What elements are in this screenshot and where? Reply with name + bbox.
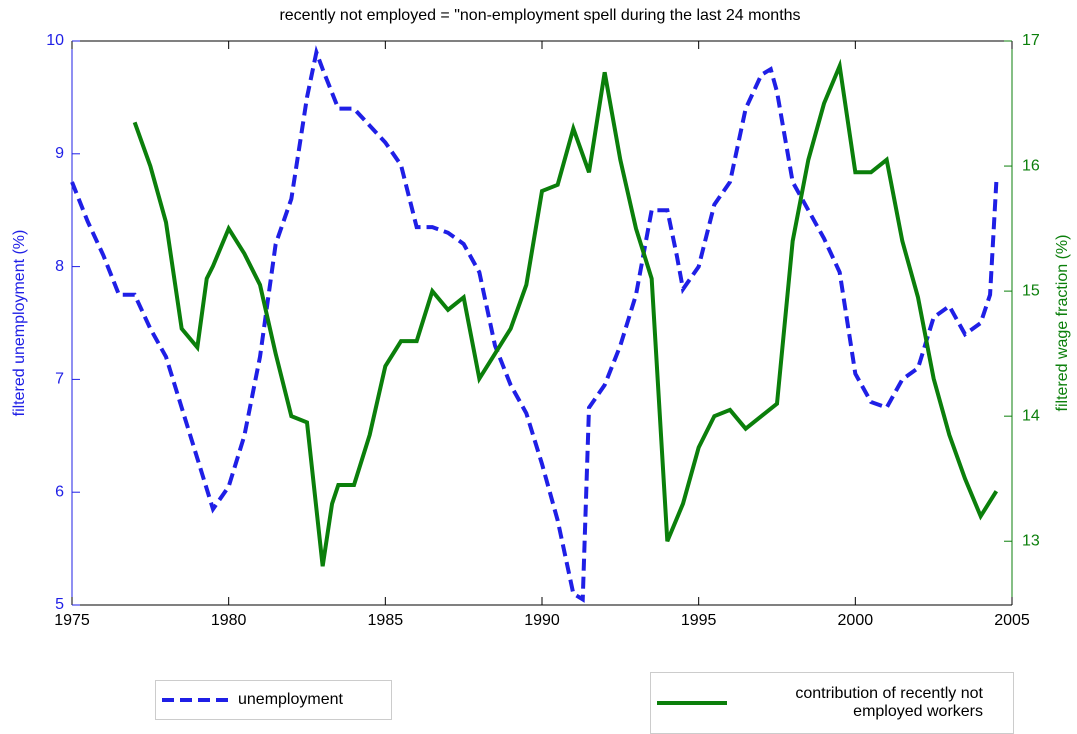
line-series [132, 58, 999, 567]
x-tick-label: 1975 [54, 612, 90, 629]
y-tick-label: 8 [55, 258, 64, 275]
legend-swatch [162, 698, 232, 702]
y2-tick-label: 17 [1022, 32, 1040, 49]
legend-label: unemployment [238, 691, 343, 708]
chart-title: recently not employed = "non-employment … [279, 7, 800, 24]
x-tick-label: 2000 [838, 612, 874, 629]
y-tick-label: 7 [55, 371, 64, 388]
y-tick-label: 5 [55, 596, 64, 613]
x-tick-label: 1995 [681, 612, 717, 629]
y-tick-label: 10 [46, 32, 64, 49]
x-tick-label: 1980 [211, 612, 247, 629]
legend-swatch [657, 701, 727, 705]
y2-tick-label: 14 [1022, 407, 1040, 424]
y2-tick-label: 15 [1022, 282, 1040, 299]
x-tick-label: 1990 [524, 612, 560, 629]
y2-tick-label: 13 [1022, 532, 1040, 549]
legend-label: contribution of recently not employed wo… [795, 685, 983, 720]
x-tick-label: 2005 [994, 612, 1030, 629]
legend-item: unemployment [155, 680, 392, 720]
y-tick-label: 6 [55, 483, 64, 500]
y2-tick-label: 16 [1022, 157, 1040, 174]
line-series [70, 45, 999, 603]
legend-item: contribution of recently not employed wo… [650, 672, 1014, 734]
y2-axis-label: filtered wage fraction (%) [1054, 235, 1071, 412]
y-axis-label: filtered unemployment (%) [11, 230, 28, 417]
y-tick-label: 9 [55, 145, 64, 162]
x-tick-label: 1985 [368, 612, 404, 629]
